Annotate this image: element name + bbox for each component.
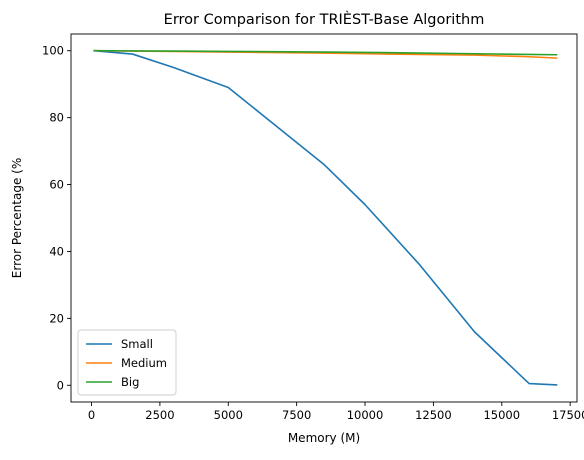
y-tick-label: 20 — [49, 311, 64, 325]
legend-label-big: Big — [121, 375, 139, 389]
x-tick-label: 7500 — [282, 408, 311, 422]
y-tick-label: 40 — [49, 244, 64, 258]
x-tick-label: 2500 — [145, 408, 174, 422]
y-tick-label: 100 — [42, 44, 64, 58]
y-axis: 0 20 40 60 80 100 — [42, 44, 71, 392]
y-tick-label: 0 — [57, 378, 64, 392]
series-line-small — [93, 49, 558, 386]
x-tick-label: 5000 — [214, 408, 243, 422]
series-line-big — [93, 49, 558, 56]
plot-frame — [70, 33, 578, 403]
x-tick-label: 15000 — [483, 408, 520, 422]
x-tick-label: 0 — [88, 408, 95, 422]
x-axis-label: Memory (M) — [288, 431, 360, 445]
legend-label-small: Small — [121, 337, 153, 351]
x-tick-label: 10000 — [347, 408, 384, 422]
y-axis-label: Error Percentage (% — [10, 158, 24, 278]
legend-box — [77, 329, 177, 396]
y-tick-label: 80 — [49, 111, 64, 125]
y-tick-label: 60 — [49, 178, 64, 192]
x-tick-label: 12500 — [415, 408, 452, 422]
series-group — [93, 49, 558, 386]
legend: Small Medium Big — [77, 329, 177, 396]
legend-label-medium: Medium — [121, 356, 167, 370]
chart-title: Error Comparison for TRIÈST-Base Algorit… — [164, 11, 485, 28]
